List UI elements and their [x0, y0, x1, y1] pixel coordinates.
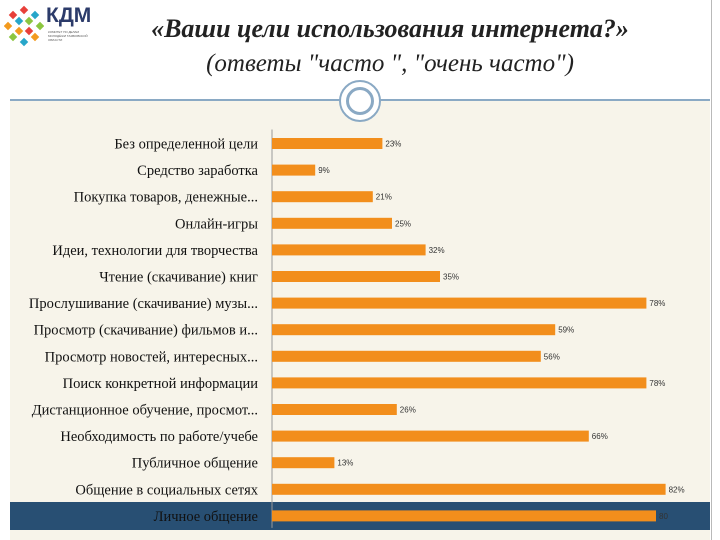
bar	[272, 404, 397, 415]
category-label: Онлайн-игры	[175, 216, 258, 232]
category-label: Чтение (скачивание) книг	[99, 270, 258, 286]
bar	[272, 377, 647, 389]
page-title: «Ваши цели использования интернета?»	[151, 14, 629, 43]
data-label: 9%	[318, 166, 330, 175]
data-label: 66%	[592, 432, 608, 441]
category-label: Публичное общение	[132, 456, 258, 472]
bar	[272, 191, 373, 203]
data-label: 21%	[376, 193, 392, 202]
data-label: 82%	[669, 485, 685, 494]
category-label: Без определенной цели	[114, 137, 258, 153]
data-label: 80	[659, 512, 668, 521]
data-label: 78%	[649, 299, 665, 308]
category-label: Просмотр (скачивание) фильмов и...	[34, 323, 258, 339]
bar	[272, 217, 392, 229]
bar	[272, 271, 440, 282]
logo: КДМ КОМИТЕТ ПО ДЕЛАМ МОЛОДЁЖИ ТАМБОВСКОЙ…	[3, 4, 99, 48]
data-label: 78%	[649, 379, 665, 388]
bar	[272, 483, 666, 495]
category-label: Прослушивание (скачивание) музы...	[29, 296, 258, 312]
category-label: Поиск конкретной информации	[63, 376, 259, 392]
bar	[272, 244, 426, 256]
data-label: 32%	[429, 246, 445, 255]
category-label: Необходимость по работе/учебе	[60, 429, 258, 445]
category-label: Общение в социальных сетях	[75, 482, 258, 498]
logo-mark-icon	[3, 5, 45, 47]
category-label: Личное общение	[154, 509, 258, 525]
decorative-ring-inner	[346, 87, 374, 115]
data-label: 26%	[400, 406, 416, 415]
bar	[272, 138, 383, 149]
logo-name: КДМ	[46, 4, 92, 27]
category-label: Идеи, технологии для творчества	[52, 243, 258, 259]
data-label: 59%	[558, 326, 574, 335]
category-label: Покупка товаров, денежные...	[74, 190, 258, 206]
category-label: Просмотр новостей, интересных...	[45, 349, 258, 365]
bar	[272, 457, 335, 469]
category-label: Дистанционное обучение, просмот...	[32, 403, 258, 419]
page-subtitle: (ответы "часто ", "очень часто")	[206, 50, 574, 77]
bar	[272, 350, 541, 362]
data-label: 23%	[385, 140, 401, 149]
data-label: 25%	[395, 219, 411, 228]
data-label: 56%	[544, 352, 560, 361]
bar	[272, 510, 656, 522]
bar	[272, 297, 647, 309]
logo-tagline: КОМИТЕТ ПО ДЕЛАМ МОЛОДЁЖИ ТАМБОВСКОЙ ОБЛ…	[48, 30, 88, 42]
decorative-ring-icon	[339, 80, 381, 122]
bar	[272, 164, 316, 176]
data-label: 35%	[443, 273, 459, 282]
bar	[272, 324, 556, 336]
bar	[272, 430, 589, 442]
chart-background	[10, 101, 710, 540]
category-label: Средство заработка	[137, 163, 258, 179]
data-label: 13%	[337, 459, 353, 468]
